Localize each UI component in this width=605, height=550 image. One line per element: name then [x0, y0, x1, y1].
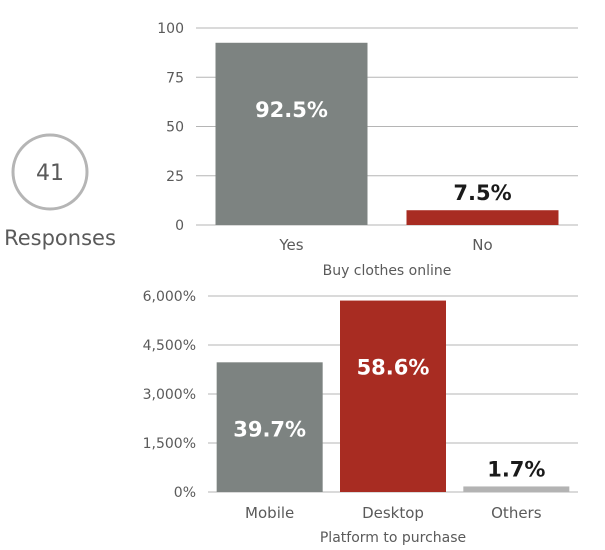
x-tick-label: Others — [491, 504, 542, 522]
bar — [215, 42, 368, 226]
x-tick-label: No — [472, 236, 492, 254]
data-label: 1.7% — [487, 457, 545, 481]
y-tick-label: 4,500% — [143, 338, 196, 354]
y-tick-label: 0 — [175, 218, 184, 234]
data-label: 92.5% — [255, 98, 328, 122]
responses-count: 41 — [36, 161, 64, 186]
y-tick-label: 6,000% — [143, 289, 196, 305]
x-tick-label: Mobile — [245, 504, 294, 522]
chart-buy-clothes-online: 0 25 50 75 100 92.5% Yes 7.5% No Buy clothes onli… — [157, 21, 578, 279]
y-tick-label: 3,000% — [143, 387, 196, 403]
y-tick-label: 75 — [166, 70, 184, 86]
bar — [406, 210, 559, 225]
data-label: 39.7% — [233, 417, 306, 441]
y-tick-label: 0% — [174, 485, 196, 501]
responses-badge: 41 Responses — [4, 133, 116, 250]
x-axis-label: Platform to purchase — [320, 530, 466, 546]
data-label: 58.6% — [357, 356, 430, 380]
x-axis-label: Buy clothes online — [323, 263, 452, 279]
y-tick-label: 100 — [157, 21, 184, 37]
x-tick-label: Desktop — [362, 504, 424, 522]
bar — [340, 300, 446, 492]
y-tick-label: 25 — [166, 169, 184, 185]
responses-ring — [11, 133, 89, 211]
responses-label: Responses — [4, 226, 116, 250]
chart-platform-to-purchase: 0% 1,500% 3,000% 4,500% 6,000% 39.7% Mobile 58.… — [143, 289, 578, 546]
data-label: 7.5% — [453, 181, 511, 205]
bar — [216, 362, 323, 492]
bar — [463, 486, 570, 492]
y-tick-label: 50 — [166, 120, 184, 136]
x-tick-label: Yes — [278, 236, 303, 254]
y-tick-label: 1,500% — [143, 436, 196, 452]
